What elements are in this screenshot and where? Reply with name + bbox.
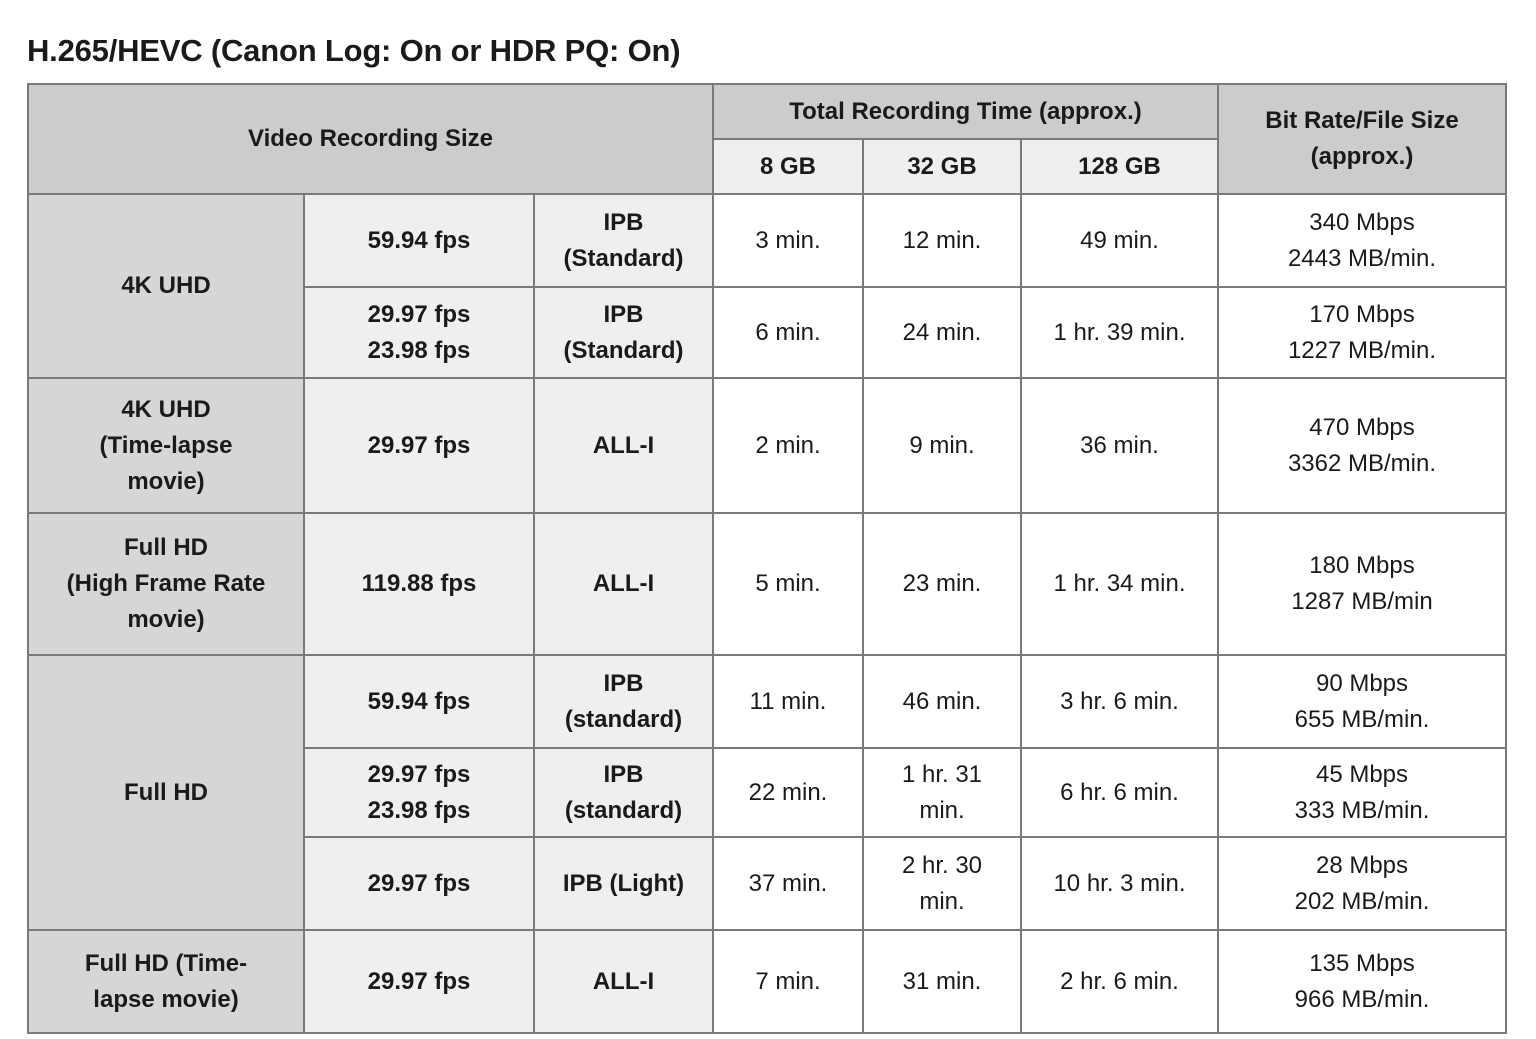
- frame-rate-cell: 29.97 fps: [303, 929, 535, 1034]
- time-128gb-cell: 36 min.: [1020, 377, 1219, 514]
- frame-rate-cell: 59.94 fps: [303, 193, 535, 288]
- video-size-group-cell: Full HD (High Frame Rate movie): [27, 512, 305, 656]
- video-recording-size-header: Video Recording Size: [27, 83, 714, 195]
- bit-rate-cell: 180 Mbps 1287 MB/min: [1217, 512, 1507, 656]
- bit-rate-cell: 135 Mbps 966 MB/min.: [1217, 929, 1507, 1034]
- compression-cell: ALL-I: [533, 377, 714, 514]
- bit-rate-cell: 90 Mbps 655 MB/min.: [1217, 654, 1507, 749]
- frame-rate-cell: 29.97 fps: [303, 377, 535, 514]
- time-8gb-cell: 3 min.: [712, 193, 864, 288]
- table-row: Full HD (High Frame Rate movie) 119.88 fp…: [27, 512, 1507, 656]
- time-128gb-cell: 1 hr. 39 min.: [1020, 286, 1219, 379]
- header-row: Video Recording Size Total Recording Tim…: [27, 83, 1507, 195]
- total-recording-time-header: Total Recording Time (approx.): [712, 83, 1219, 140]
- table-row: Full HD (Time- lapse movie) 29.97 fps ALL-…: [27, 929, 1507, 1034]
- bit-rate-cell: 340 Mbps 2443 MB/min.: [1217, 193, 1507, 288]
- table-row: Full HD 59.94 fps IPB (standard) 11 min. 46 …: [27, 654, 1507, 931]
- bit-rate-header: Bit Rate/File Size (approx.): [1217, 83, 1507, 195]
- time-32gb-cell: 23 min.: [862, 512, 1022, 656]
- time-32gb-cell: 46 min.: [862, 654, 1022, 749]
- time-128gb-cell: 3 hr. 6 min.: [1020, 654, 1219, 749]
- table-row: 4K UHD 59.94 fps IPB (Standard) 3 min. 12 mi…: [27, 193, 1507, 379]
- frame-rate-cell: 29.97 fps 23.98 fps: [303, 747, 535, 838]
- time-128gb-cell: 6 hr. 6 min.: [1020, 747, 1219, 838]
- time-8gb-cell: 6 min.: [712, 286, 864, 379]
- time-128gb-cell: 49 min.: [1020, 193, 1219, 288]
- time-32gb-cell: 1 hr. 31 min.: [862, 747, 1022, 838]
- compression-cell: IPB (Standard): [533, 193, 714, 288]
- time-32gb-cell: 9 min.: [862, 377, 1022, 514]
- frame-rate-cell: 59.94 fps: [303, 654, 535, 749]
- time-8gb-cell: 22 min.: [712, 747, 864, 838]
- compression-cell: ALL-I: [533, 512, 714, 656]
- compression-cell: ALL-I: [533, 929, 714, 1034]
- time-8gb-cell: 5 min.: [712, 512, 864, 656]
- time-8gb-cell: 11 min.: [712, 654, 864, 749]
- time-128gb-cell: 10 hr. 3 min.: [1020, 836, 1219, 931]
- table-row: 29.97 fps 23.98 fps IPB (standard) 22 min.…: [28, 747, 1507, 838]
- time-32gb-cell: 31 min.: [862, 929, 1022, 1034]
- time-128gb-cell: 1 hr. 34 min.: [1020, 512, 1219, 656]
- compression-cell: IPB (Light): [533, 836, 714, 931]
- time-32gb-cell: 2 hr. 30 min.: [862, 836, 1022, 931]
- capacity-128gb-header: 128 GB: [1020, 138, 1219, 195]
- table-row: 29.97 fps IPB (Light) 37 min. 2 hr. 30 min.…: [28, 836, 1507, 931]
- capacity-header-row: 8 GB 32 GB 128 GB: [28, 138, 1506, 195]
- bit-rate-cell: 45 Mbps 333 MB/min.: [1217, 747, 1507, 838]
- bit-rate-cell: 170 Mbps 1227 MB/min.: [1217, 286, 1507, 379]
- page-title: H.265/HEVC (Canon Log: On or HDR PQ: On): [27, 33, 681, 68]
- compression-cell: IPB (standard): [533, 654, 714, 749]
- capacity-32gb-header: 32 GB: [862, 138, 1022, 195]
- frame-rate-cell: 29.97 fps 23.98 fps: [303, 286, 535, 379]
- time-32gb-cell: 24 min.: [862, 286, 1022, 379]
- compression-cell: IPB (Standard): [533, 286, 714, 379]
- capacity-8gb-header: 8 GB: [712, 138, 864, 195]
- frame-rate-cell: 119.88 fps: [303, 512, 535, 656]
- video-size-group-cell: 4K UHD (Time-lapse movie): [27, 377, 305, 514]
- compression-cell: IPB (standard): [533, 747, 714, 838]
- table-row: 4K UHD (Time-lapse movie) 29.97 fps ALL-I 2…: [27, 377, 1507, 514]
- time-8gb-cell: 37 min.: [712, 836, 864, 931]
- time-8gb-cell: 2 min.: [712, 377, 864, 514]
- time-32gb-cell: 12 min.: [862, 193, 1022, 288]
- bit-rate-cell: 28 Mbps 202 MB/min.: [1217, 836, 1507, 931]
- video-size-group-cell: Full HD (Time- lapse movie): [27, 929, 305, 1034]
- time-8gb-cell: 7 min.: [712, 929, 864, 1034]
- recording-time-table: Video Recording Size Total Recording Tim…: [27, 83, 1507, 1034]
- bit-rate-cell: 470 Mbps 3362 MB/min.: [1217, 377, 1507, 514]
- video-size-group-cell: Full HD: [27, 654, 305, 931]
- video-size-group-cell: 4K UHD: [27, 193, 305, 379]
- table-row: 29.97 fps 23.98 fps IPB (Standard) 6 min. 2…: [28, 286, 1507, 379]
- time-128gb-cell: 2 hr. 6 min.: [1020, 929, 1219, 1034]
- frame-rate-cell: 29.97 fps: [303, 836, 535, 931]
